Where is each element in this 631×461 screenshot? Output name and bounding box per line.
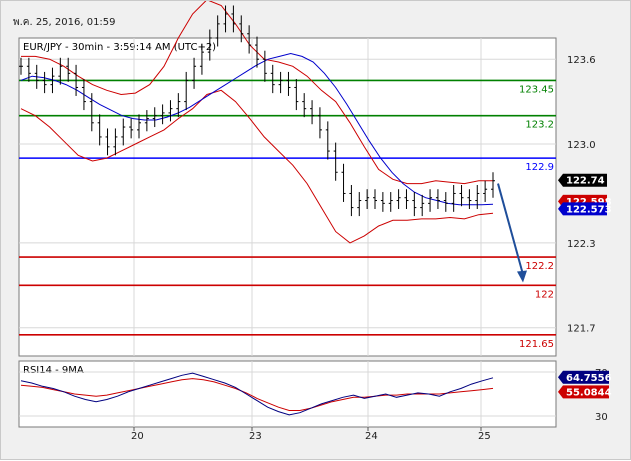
rsi-value-box-pointer [558,385,563,399]
x-axis-ticks: 20 23 24 25 [131,427,491,442]
rsi-tick-label: 30 [595,412,608,423]
price-box [563,202,607,216]
rsi-value-box [563,385,609,399]
level-label: 122 [535,289,554,300]
rsi-value-box-pointer [558,370,563,384]
price-box-label: 122.74 [566,176,605,187]
level-label: 122.9 [525,162,554,173]
price-box-pointer [558,202,563,216]
level-label: 123.2 [525,120,554,131]
rsi-value-box [563,370,609,384]
rsi-lines [20,372,494,416]
y-axis-ticks: 121.7 122.3 123.0 123.6 [567,55,596,335]
y-tick-label: 123.6 [567,55,596,66]
price-series [19,5,495,217]
x-tick-label: 20 [131,431,144,442]
rsi-value-boxes: 64.7556 55.0844 [558,370,612,399]
main-chart-title: EUR/JPY - 30min - 3:59:14 AM (UTC+2) [23,42,216,53]
projection-arrow [497,183,527,283]
price-box-label: 122.598 [566,197,612,208]
rsi-chart-title: RSI14 - 9MA [23,365,84,376]
x-tick-label: 24 [365,431,378,442]
level-label: 122.2 [525,261,554,272]
level-label: 121.65 [519,339,554,350]
price-box-label: 122.573 [566,204,612,215]
price-box-pointer [558,173,563,187]
arrow-head [517,270,527,283]
rsi-plot-area[interactable] [18,360,557,428]
y-tick-label: 122.3 [567,239,596,250]
rsi-value-box-label: 64.7556 [566,373,612,384]
datestamp: พ.ค. 25, 2016, 01:59 [13,17,116,28]
y-tick-label: 123.0 [567,140,596,151]
price-box [563,173,607,187]
arrow-shaft [497,183,524,275]
x-tick-label: 23 [249,431,262,442]
rsi-value-box-label: 55.0844 [566,387,612,398]
y-tick-label: 121.7 [567,324,596,335]
main-plot-area[interactable] [18,37,557,357]
rsi-line [20,372,494,416]
rsi-grid [19,371,556,417]
bollinger-lower-line [20,89,494,244]
x-tick-label: 25 [478,431,491,442]
level-label: 123.45 [519,84,554,95]
